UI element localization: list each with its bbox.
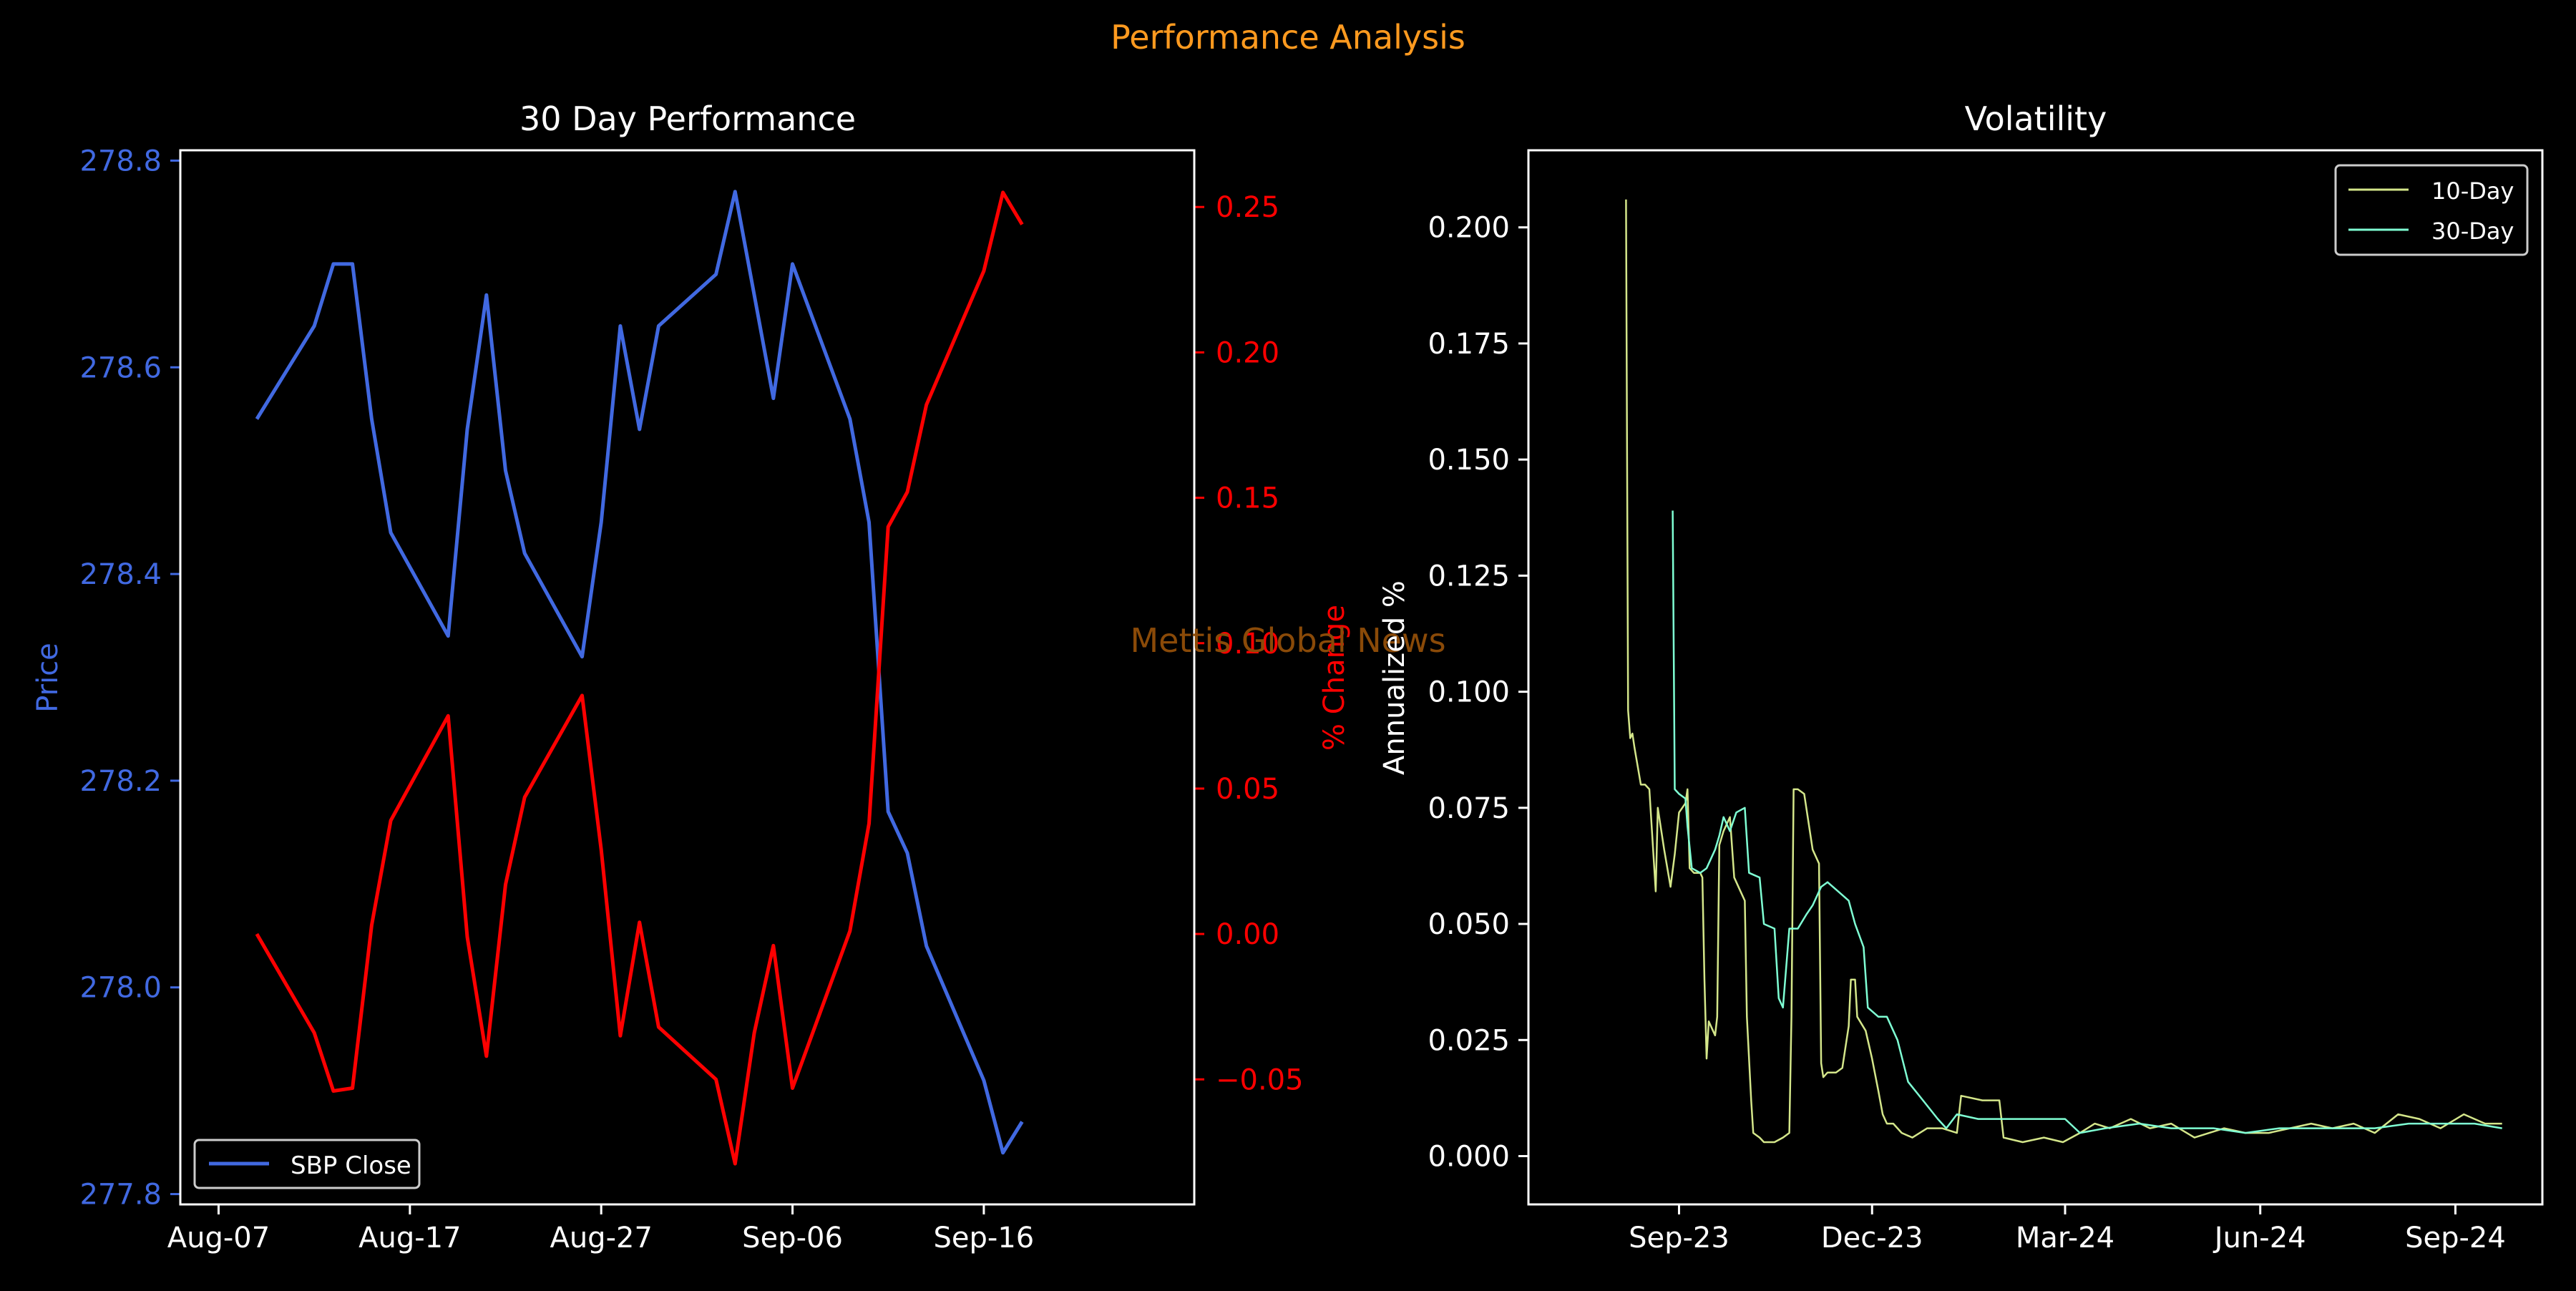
y2-tick-label: 0.00 [1216,918,1279,951]
y-tick-label: 278.0 [79,972,162,1005]
x-tick-label: Jun-24 [2212,1222,2306,1255]
y2-tick-label: 0.15 [1216,482,1279,515]
y2-tick-label: 0.20 [1216,336,1279,369]
left-y-axis-label: Price [31,643,64,713]
right-chart-title: Volatility [1965,99,2107,138]
x-tick-label: Aug-17 [358,1222,461,1255]
left-plot-frame [179,149,1196,1206]
right-y-axis-label: % Change [1318,605,1351,751]
vol-legend: 10-Day 30-Day [2334,164,2529,256]
x-tick-label: Sep-06 [742,1222,843,1255]
vol-plot-frame [1527,149,2544,1206]
y-tick-label: 0.125 [1428,560,1510,593]
y-tick-label: 278.4 [79,558,162,591]
y2-tick-label: 0.10 [1216,628,1279,661]
x-tick-label: Dec-23 [1821,1222,1923,1255]
left-chart-title: 30 Day Performance [519,99,856,138]
vol-axis-ticks: Sep-23 Dec-23 Mar-24 Jun-24 Sep-24 0.000 0.025… [1428,212,2505,1255]
x-tick-label: Sep-24 [2405,1222,2506,1255]
left-series [255,190,1024,1166]
y-tick-label: 0.075 [1428,792,1510,825]
legend-label-30-day: 30-Day [2431,218,2514,245]
series-line-sbp-close [255,190,1024,1155]
series-line-30-day [1672,510,2502,1134]
series-line-pct-change [255,190,1024,1166]
right-chart: Volatility Sep-23 Dec-23 Mar-24 Jun-24 Sep-2… [1378,99,2544,1255]
y-tick-label: 0.000 [1428,1141,1510,1174]
watermark: Mettis Global News [1130,621,1445,660]
y-tick-label: 0.100 [1428,676,1510,709]
legend-label-10-day: 10-Day [2431,177,2514,205]
left-legend: SBP Close [193,1139,421,1189]
y2-tick-label: −0.05 [1216,1063,1304,1096]
y-tick-label: 0.175 [1428,328,1510,361]
y-tick-label: 278.2 [79,765,162,798]
vol-series [1625,199,2502,1144]
y-tick-label: 278.6 [79,351,162,384]
x-tick-label: Aug-27 [550,1222,652,1255]
x-tick-label: Sep-16 [934,1222,1035,1255]
figure-title: Performance Analysis [1111,18,1465,57]
y2-tick-label: 0.25 [1216,191,1279,224]
y-tick-label: 0.025 [1428,1024,1510,1057]
left-axis-ticks: Aug-07 Aug-17 Aug-27 Sep-06 Sep-16 277.8 278.0… [79,145,1303,1255]
x-tick-label: Sep-23 [1629,1222,1729,1255]
vol-y-axis-label: Annualized % [1378,580,1411,775]
y-tick-label: 278.8 [79,145,162,177]
legend-frame [193,1139,421,1189]
y-tick-label: 0.150 [1428,444,1510,477]
legend-frame [2334,164,2529,256]
x-tick-label: Mar-24 [2016,1222,2114,1255]
x-tick-label: Aug-07 [167,1222,270,1255]
y-tick-label: 0.200 [1428,212,1510,245]
y2-tick-label: 0.05 [1216,773,1279,806]
y-tick-label: 277.8 [79,1179,162,1212]
y-tick-label: 0.050 [1428,908,1510,941]
left-chart: 30 Day Performance Aug-07 Aug-17 Aug-27 Sep… [31,99,1351,1255]
legend-label-sbp-close: SBP Close [291,1151,411,1180]
